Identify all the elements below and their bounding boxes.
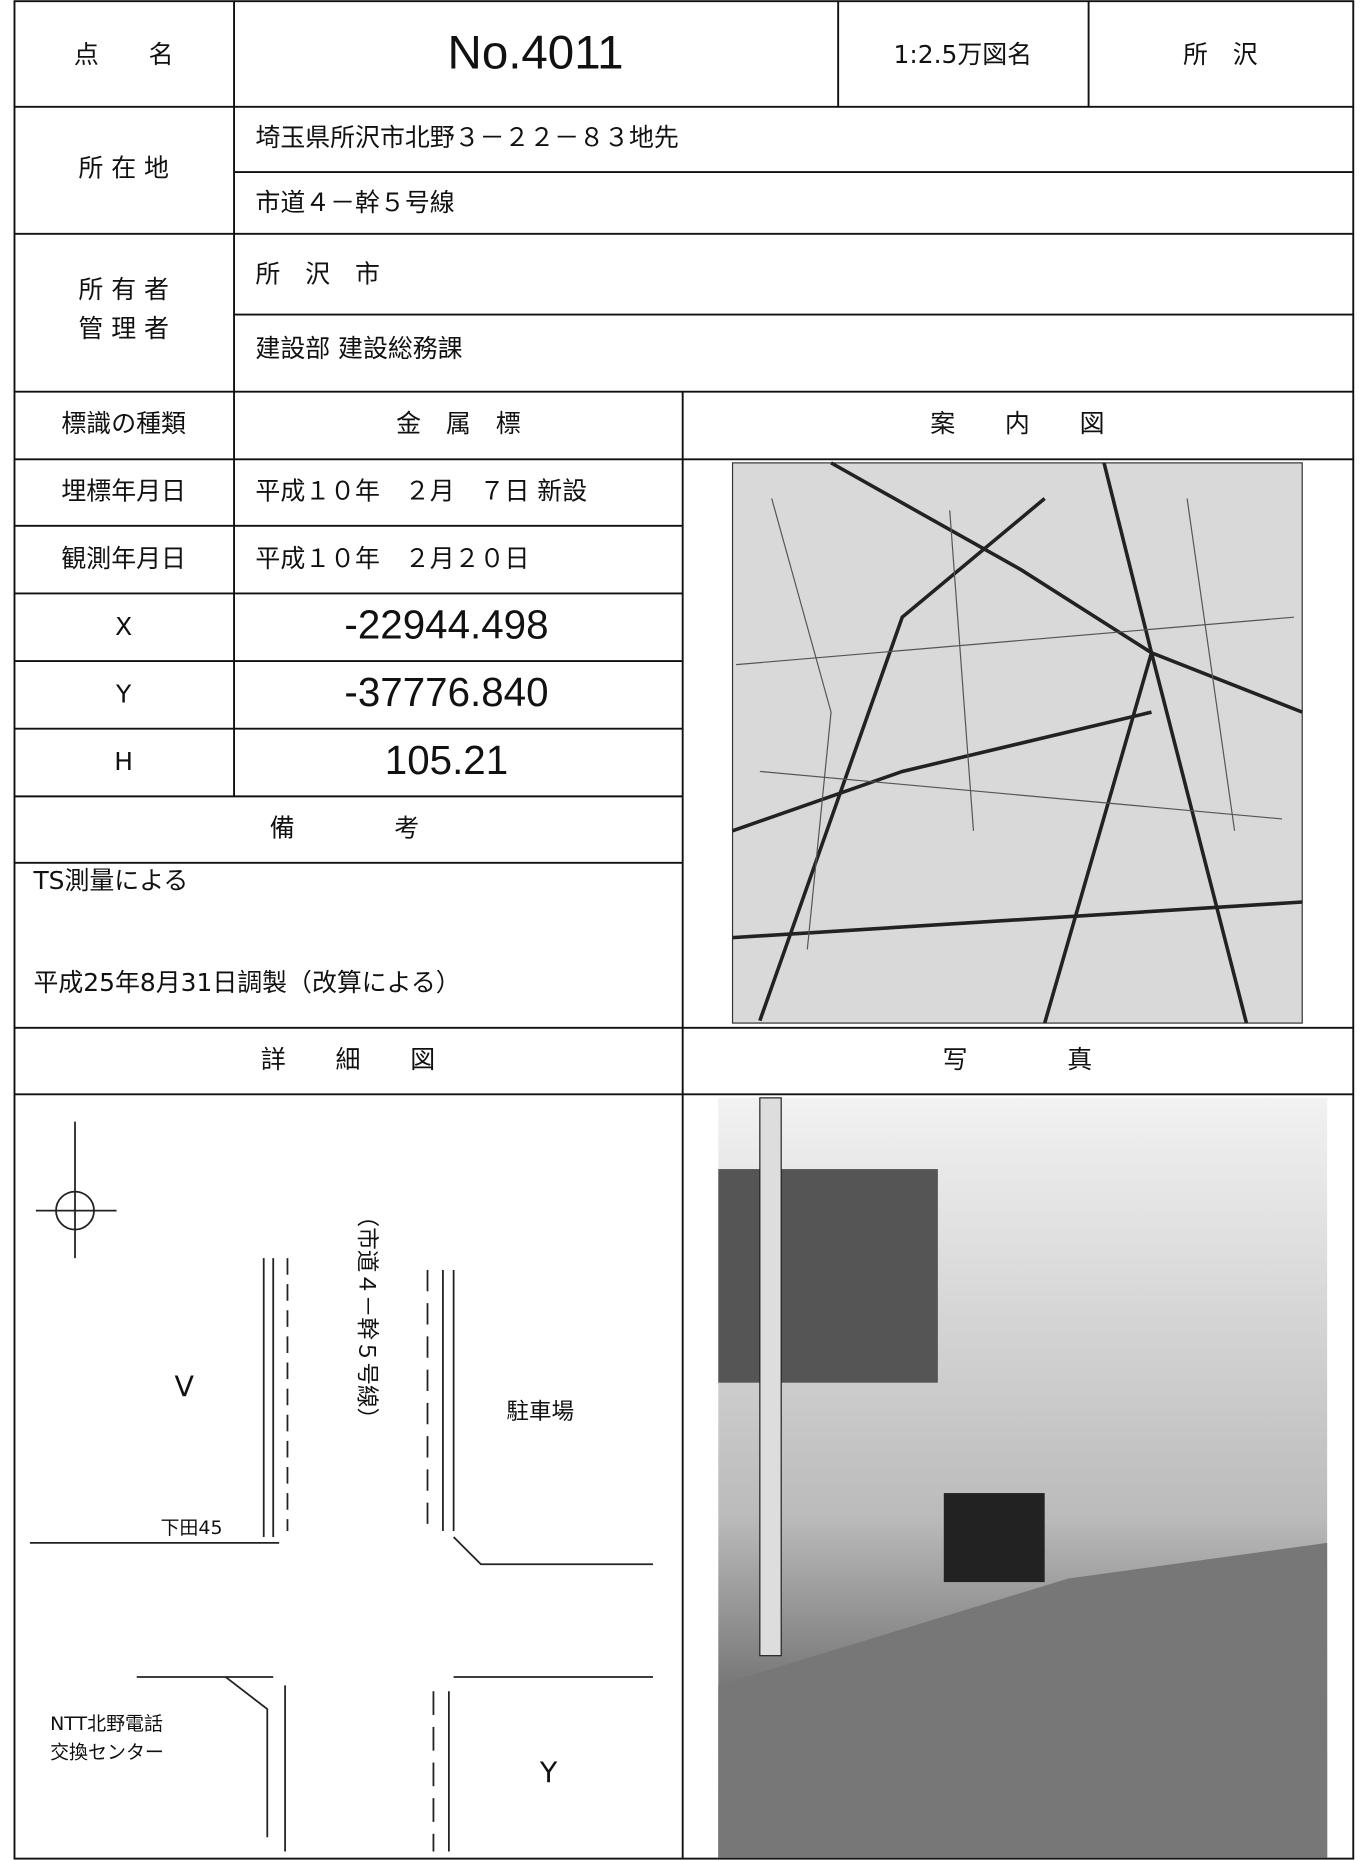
label: 写 真 [943, 1045, 1092, 1074]
manhole-label: 下田45 [160, 1517, 222, 1539]
owner: 所 沢 市 [255, 259, 380, 288]
map-sheet: 所 沢 [1183, 40, 1258, 69]
address: 埼玉県所沢市北野３－２２－８３地先 [255, 123, 678, 152]
label: 所 有 者 [78, 275, 169, 304]
row-label: 観測年月日 [61, 544, 186, 573]
road-label: （市道４－幹５号線） [353, 1205, 379, 1430]
row-value: 平成１０年 ２月２０日 [255, 544, 529, 573]
row-value: -37776.840 [344, 669, 548, 715]
sign-type: 金 属 標 [396, 409, 521, 438]
map-symbol: Y [539, 1756, 558, 1789]
photo [718, 1097, 1328, 1858]
road: 市道４－幹５号線 [255, 188, 454, 217]
label: 1:2.5万図名 [893, 40, 1032, 69]
row-value: 105.21 [385, 737, 508, 783]
guide-map [731, 461, 1303, 1024]
row-label: H [114, 747, 133, 776]
label: 点 名 [74, 40, 174, 69]
map-symbol: V [174, 1371, 194, 1404]
remark: TS測量による [32, 866, 188, 895]
remark: 平成25年8月31日調製（改算による） [33, 968, 460, 997]
label: 詳 細 図 [261, 1045, 435, 1074]
label: 案 内 図 [930, 409, 1104, 438]
row-value: 平成１０年 ２月 ７日 新設 [255, 477, 587, 506]
label: 備 考 [270, 814, 419, 843]
label: 標識の種類 [61, 409, 186, 438]
parking-label: 駐車場 [506, 1399, 574, 1425]
row-label: 埋標年月日 [61, 477, 186, 506]
row-value: -22944.498 [344, 602, 548, 648]
manager: 建設部 建設総務課 [255, 334, 462, 363]
center-label: 交換センター [50, 1741, 164, 1763]
row-label: X [115, 612, 132, 641]
detail-diagram [29, 1121, 654, 1852]
row-label: Y [115, 680, 132, 709]
label: 所 在 地 [78, 154, 169, 183]
point-number: No.4011 [448, 26, 624, 79]
form-grid [13, 0, 1355, 1860]
label: 管 理 者 [78, 314, 169, 343]
center-label: NTT北野電話 [50, 1713, 163, 1735]
